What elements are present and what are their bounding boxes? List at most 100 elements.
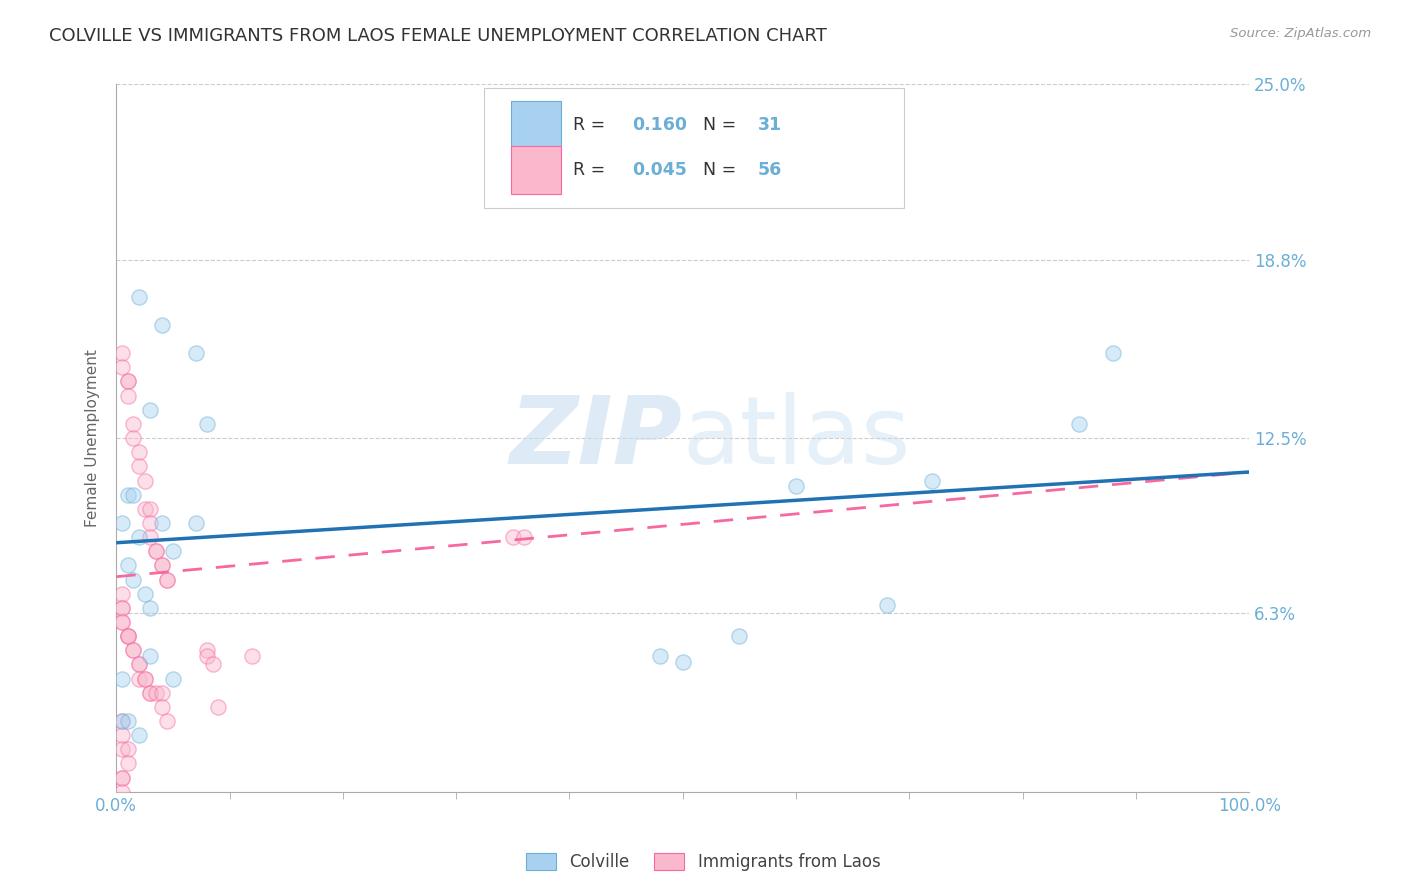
Text: N =: N = bbox=[703, 161, 742, 179]
Point bbox=[150, 318, 173, 332]
Point bbox=[111, 360, 134, 375]
Point bbox=[128, 530, 150, 544]
Point bbox=[111, 771, 134, 785]
Point bbox=[111, 615, 134, 629]
Point bbox=[785, 479, 807, 493]
Point bbox=[111, 672, 134, 686]
Point bbox=[876, 598, 898, 612]
Point bbox=[145, 544, 167, 558]
Point bbox=[150, 516, 173, 530]
Point bbox=[122, 417, 145, 431]
Point bbox=[207, 699, 229, 714]
Point bbox=[117, 742, 139, 756]
Point bbox=[162, 672, 184, 686]
Text: 56: 56 bbox=[758, 161, 782, 179]
Point bbox=[536, 120, 558, 134]
Point bbox=[117, 558, 139, 573]
Point bbox=[139, 501, 162, 516]
Point bbox=[111, 516, 134, 530]
Point bbox=[111, 714, 134, 728]
Point bbox=[117, 756, 139, 771]
Point bbox=[195, 648, 218, 663]
Point bbox=[134, 474, 156, 488]
FancyBboxPatch shape bbox=[510, 102, 561, 150]
Text: 0.045: 0.045 bbox=[631, 161, 686, 179]
Point bbox=[134, 501, 156, 516]
Point bbox=[139, 686, 162, 700]
Point bbox=[122, 488, 145, 502]
Point bbox=[513, 530, 536, 544]
Point bbox=[111, 714, 134, 728]
Text: ZIP: ZIP bbox=[510, 392, 683, 484]
Point bbox=[648, 648, 671, 663]
Text: 31: 31 bbox=[758, 117, 782, 135]
Text: N =: N = bbox=[703, 117, 742, 135]
Legend: Colville, Immigrants from Laos: Colville, Immigrants from Laos bbox=[517, 845, 889, 880]
Point bbox=[184, 346, 207, 360]
Point bbox=[195, 643, 218, 657]
Point bbox=[139, 648, 162, 663]
Point bbox=[1069, 417, 1091, 431]
Point bbox=[150, 558, 173, 573]
Point bbox=[117, 488, 139, 502]
Text: Source: ZipAtlas.com: Source: ZipAtlas.com bbox=[1230, 27, 1371, 40]
Point bbox=[139, 402, 162, 417]
Point bbox=[1102, 346, 1125, 360]
Point bbox=[122, 643, 145, 657]
Point bbox=[111, 728, 134, 742]
Point bbox=[150, 699, 173, 714]
Point bbox=[134, 587, 156, 601]
Point bbox=[111, 600, 134, 615]
Point bbox=[240, 648, 263, 663]
Point bbox=[162, 544, 184, 558]
Point bbox=[156, 573, 179, 587]
Point bbox=[122, 643, 145, 657]
Point bbox=[134, 672, 156, 686]
Point bbox=[128, 672, 150, 686]
Point bbox=[111, 771, 134, 785]
Point bbox=[672, 655, 695, 669]
Point bbox=[117, 389, 139, 403]
Point bbox=[150, 558, 173, 573]
Point bbox=[122, 431, 145, 445]
Point bbox=[139, 600, 162, 615]
Point bbox=[111, 615, 134, 629]
Point bbox=[117, 714, 139, 728]
Point bbox=[195, 417, 218, 431]
Point bbox=[156, 714, 179, 728]
Point bbox=[139, 516, 162, 530]
Point bbox=[128, 657, 150, 672]
Point bbox=[128, 459, 150, 474]
Point bbox=[139, 686, 162, 700]
Point bbox=[117, 375, 139, 389]
Y-axis label: Female Unemployment: Female Unemployment bbox=[86, 349, 100, 527]
Point bbox=[128, 728, 150, 742]
Point bbox=[117, 629, 139, 643]
Point bbox=[134, 672, 156, 686]
FancyBboxPatch shape bbox=[485, 88, 904, 208]
Text: COLVILLE VS IMMIGRANTS FROM LAOS FEMALE UNEMPLOYMENT CORRELATION CHART: COLVILLE VS IMMIGRANTS FROM LAOS FEMALE … bbox=[49, 27, 827, 45]
Point bbox=[111, 600, 134, 615]
Text: R =: R = bbox=[572, 117, 610, 135]
Point bbox=[111, 346, 134, 360]
Point bbox=[122, 573, 145, 587]
Point bbox=[201, 657, 224, 672]
FancyBboxPatch shape bbox=[510, 146, 561, 194]
Point bbox=[128, 290, 150, 304]
Text: 0.160: 0.160 bbox=[631, 117, 686, 135]
Point bbox=[117, 629, 139, 643]
Point bbox=[150, 686, 173, 700]
Point bbox=[111, 785, 134, 799]
Text: atlas: atlas bbox=[683, 392, 911, 484]
Point bbox=[139, 530, 162, 544]
Point bbox=[111, 742, 134, 756]
Point bbox=[921, 474, 943, 488]
Point bbox=[128, 657, 150, 672]
Point bbox=[184, 516, 207, 530]
Point bbox=[117, 629, 139, 643]
Point bbox=[728, 629, 751, 643]
Point bbox=[111, 587, 134, 601]
Point bbox=[502, 530, 524, 544]
Point bbox=[128, 445, 150, 459]
Text: R =: R = bbox=[572, 161, 610, 179]
